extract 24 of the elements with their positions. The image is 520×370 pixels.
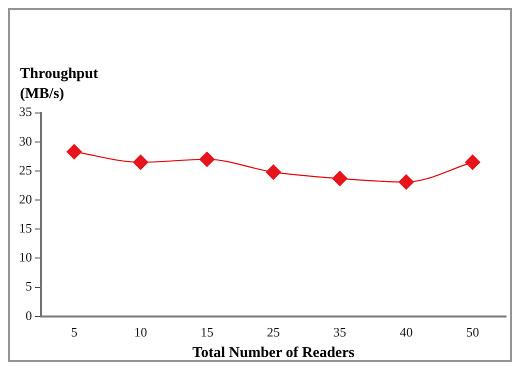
x-tick-label: 50 [466,324,480,340]
y-tick-label: 20 [19,191,32,206]
point [266,164,281,180]
x-tick-label: 40 [400,324,413,340]
point [398,174,414,190]
y-tick-label: 10 [19,250,32,265]
y-tick-label: 30 [19,133,32,148]
y-tick-label: 35 [19,104,32,120]
x-tick-label: 10 [134,324,148,340]
point [332,170,348,186]
y-tick-label: 25 [19,162,32,178]
y-axis-title: Throughput (MB/s) [20,65,100,104]
point [133,154,148,170]
y-tick-label: 0 [26,308,32,323]
point [66,144,82,160]
point [465,154,480,170]
point [199,152,215,167]
y-tick-label: 5 [26,278,32,294]
x-tick-label: 35 [333,324,346,340]
x-tick-label: 5 [70,324,78,340]
x-axis-title: Total Number of Readers [192,344,355,361]
y-tick-label: 15 [19,220,32,236]
x-tick-label: 15 [200,324,214,340]
x-tick-label: 25 [266,324,280,340]
